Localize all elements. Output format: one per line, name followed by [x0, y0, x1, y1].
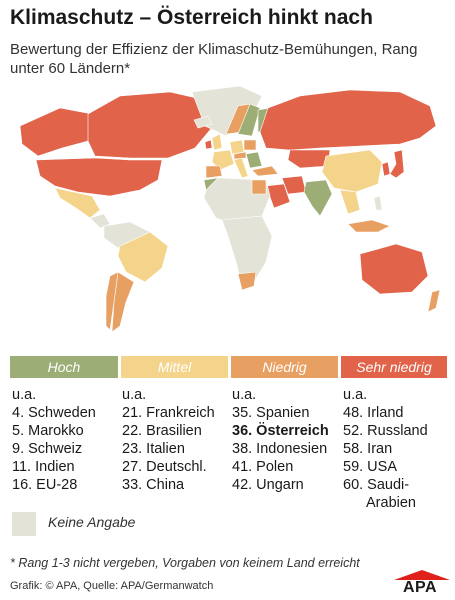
region-sweden — [237, 103, 261, 137]
region-turkey — [251, 165, 279, 177]
region-egypt — [251, 179, 267, 195]
region-russia — [259, 89, 437, 151]
region-south-africa — [237, 271, 257, 291]
chart-subtitle: Bewertung der Effizienz der Klimaschutz-… — [10, 41, 418, 77]
list-item: 59. USA — [343, 459, 397, 475]
region-southeast-asia — [339, 189, 361, 215]
list-item: 52. Russland — [343, 423, 428, 439]
region-brazil — [117, 231, 169, 283]
region-indonesia — [347, 219, 391, 233]
list-item: 41. Polen — [232, 459, 294, 475]
list-niedrig: u.a. 35. Spanien 36. Österreich 38. Indo… — [232, 386, 340, 494]
list-item: 42. Ungarn — [232, 477, 304, 493]
region-spain — [205, 165, 223, 179]
region-uk — [211, 133, 223, 151]
list-item: 9. Schweiz — [12, 441, 83, 457]
region-balkans — [245, 151, 263, 169]
no-data-label: Keine Angabe — [48, 514, 136, 530]
region-central-america — [89, 213, 111, 229]
list-prefix: u.a. — [122, 387, 147, 403]
region-iceland — [193, 115, 213, 129]
footnote: * Rang 1-3 nicht vergeben, Vorgaben von … — [10, 556, 360, 570]
apa-logo-icon — [394, 570, 450, 580]
legend-mittel: Mittel — [121, 356, 228, 378]
list-item: 22. Brasilien — [122, 423, 202, 439]
region-canada — [87, 91, 216, 159]
region-ireland — [204, 139, 213, 150]
list-item: 60. Saudi- — [343, 477, 410, 493]
region-new-zealand — [427, 289, 441, 313]
region-kazakhstan — [287, 149, 331, 169]
list-item: 35. Spanien — [232, 405, 310, 421]
region-japan — [389, 149, 405, 179]
list-item: 21. Frankreich — [122, 405, 215, 421]
list-item: Arabien — [366, 495, 416, 511]
no-data-swatch — [12, 512, 36, 536]
region-italy — [233, 157, 249, 179]
list-item: 23. Italien — [122, 441, 185, 457]
region-usa — [35, 157, 163, 197]
region-chile — [105, 271, 119, 331]
list-prefix: u.a. — [343, 387, 368, 403]
apa-logo-text: APA — [403, 579, 438, 596]
region-china — [321, 149, 383, 193]
list-item: 5. Marokko — [12, 423, 84, 439]
region-alaska — [19, 107, 93, 157]
list-item: 4. Schweden — [12, 405, 96, 421]
list-mittel: u.a. 21. Frankreich 22. Brasilien 23. It… — [122, 386, 230, 494]
list-item: 38. Indonesien — [232, 441, 328, 457]
region-austria — [233, 151, 247, 160]
region-saudi-arabia — [265, 183, 291, 209]
list-item: 11. Indien — [12, 459, 75, 475]
legend-hoch: Hoch — [10, 356, 118, 378]
list-prefix: u.a. — [232, 387, 257, 403]
source-credit: Grafik: © APA, Quelle: APA/Germanwatch — [10, 580, 214, 592]
world-map — [19, 86, 441, 333]
legend-sehr-niedrig: Sehr niedrig — [341, 356, 447, 378]
list-prefix: u.a. — [12, 387, 37, 403]
list-item: 58. Iran — [343, 441, 393, 457]
legend-niedrig: Niedrig — [231, 356, 338, 378]
list-item: 16. EU-28 — [12, 477, 78, 493]
list-item: 27. Deutschl. — [122, 459, 207, 475]
region-india — [303, 179, 333, 217]
region-france — [211, 149, 235, 171]
list-item-highlight-austria: 36. Österreich — [232, 423, 329, 439]
chart-title: Klimaschutz – Österreich hinkt nach — [10, 6, 373, 29]
list-sehr-niedrig: u.a. 48. Irland 52. Russland 58. Iran 59… — [343, 386, 451, 512]
region-philippines — [373, 195, 383, 211]
region-poland — [243, 139, 257, 151]
region-korea — [381, 161, 391, 177]
region-germany — [229, 139, 245, 155]
list-hoch: u.a. 4. Schweden 5. Marokko 9. Schweiz 1… — [12, 386, 120, 494]
list-item: 48. Irland — [343, 405, 404, 421]
region-australia — [359, 243, 429, 295]
list-item: 33. China — [122, 477, 185, 493]
